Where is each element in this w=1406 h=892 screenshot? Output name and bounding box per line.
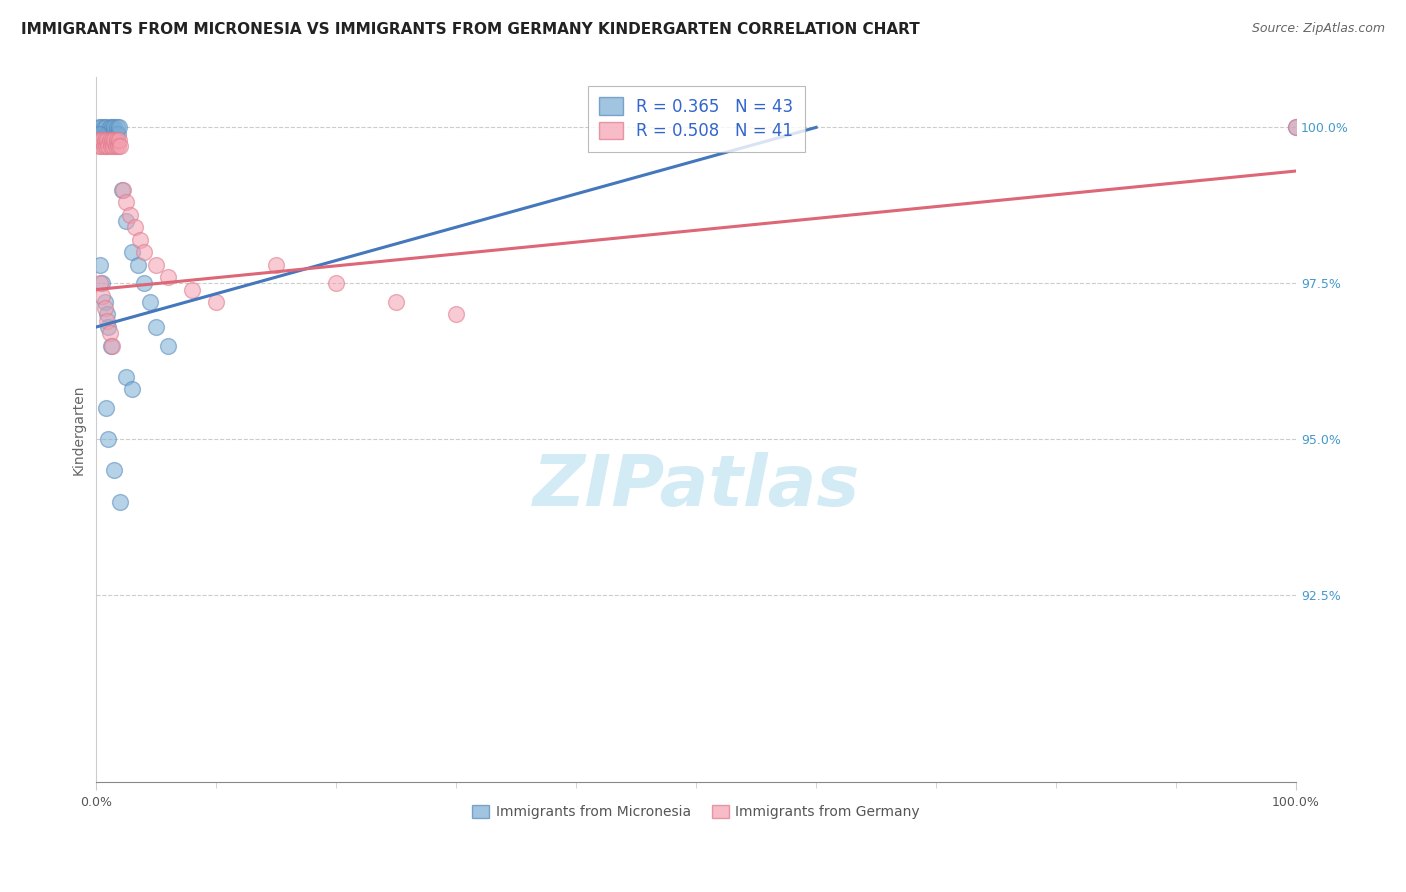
Point xyxy=(96,314,118,328)
Point xyxy=(157,339,180,353)
Legend: Immigrants from Micronesia, Immigrants from Germany: Immigrants from Micronesia, Immigrants f… xyxy=(467,799,925,825)
Point xyxy=(110,494,132,508)
Point xyxy=(89,258,111,272)
Point xyxy=(124,220,146,235)
Point xyxy=(128,233,150,247)
Point xyxy=(94,301,117,316)
Point xyxy=(157,270,180,285)
Point xyxy=(100,139,122,153)
Point xyxy=(89,277,111,291)
Point xyxy=(1285,120,1308,135)
Point xyxy=(145,320,167,334)
Point xyxy=(139,295,162,310)
Point xyxy=(87,127,110,141)
Point xyxy=(118,208,141,222)
Point xyxy=(107,139,129,153)
Point xyxy=(104,127,127,141)
Point xyxy=(94,401,117,415)
Point xyxy=(94,127,117,141)
Point xyxy=(91,277,114,291)
Point xyxy=(97,127,120,141)
Point xyxy=(145,258,167,272)
Point xyxy=(111,183,134,197)
Point xyxy=(97,139,120,153)
Point xyxy=(96,127,118,141)
Point xyxy=(98,326,121,341)
Point xyxy=(105,133,128,147)
Point xyxy=(266,258,288,272)
Point xyxy=(98,133,121,147)
Text: ZIPatlas: ZIPatlas xyxy=(533,451,860,521)
Text: Source: ZipAtlas.com: Source: ZipAtlas.com xyxy=(1251,22,1385,36)
Point xyxy=(93,120,115,135)
Point xyxy=(110,183,132,197)
Point xyxy=(121,382,143,396)
Point xyxy=(103,120,125,135)
Point xyxy=(127,258,149,272)
Point xyxy=(89,127,111,141)
Point xyxy=(87,120,110,135)
Point xyxy=(96,133,118,147)
Point xyxy=(325,277,347,291)
Point xyxy=(87,139,110,153)
Y-axis label: Kindergarten: Kindergarten xyxy=(72,384,86,475)
Point xyxy=(103,463,125,477)
Point xyxy=(181,283,204,297)
Point xyxy=(98,120,121,135)
Point xyxy=(94,295,117,310)
Point xyxy=(91,289,114,303)
Point xyxy=(205,295,228,310)
Text: IMMIGRANTS FROM MICRONESIA VS IMMIGRANTS FROM GERMANY KINDERGARTEN CORRELATION C: IMMIGRANTS FROM MICRONESIA VS IMMIGRANTS… xyxy=(21,22,920,37)
Point xyxy=(94,133,117,147)
Point xyxy=(101,120,124,135)
Point xyxy=(101,133,124,147)
Point xyxy=(115,195,138,210)
Point xyxy=(94,139,117,153)
Point xyxy=(104,139,127,153)
Point xyxy=(90,139,112,153)
Point xyxy=(93,139,115,153)
Point xyxy=(103,133,125,147)
Point xyxy=(115,369,138,384)
Point xyxy=(110,139,132,153)
Point xyxy=(105,120,128,135)
Point xyxy=(97,320,120,334)
Point xyxy=(101,139,124,153)
Point xyxy=(385,295,408,310)
Point xyxy=(94,120,117,135)
Point xyxy=(115,214,138,228)
Point xyxy=(446,308,468,322)
Point xyxy=(91,133,114,147)
Point xyxy=(89,133,111,147)
Point xyxy=(90,120,112,135)
Point xyxy=(134,245,156,260)
Point xyxy=(108,133,131,147)
Point xyxy=(121,245,143,260)
Point xyxy=(96,308,118,322)
Point xyxy=(107,127,129,141)
Point xyxy=(100,127,122,141)
Point xyxy=(86,133,108,147)
Point xyxy=(101,339,124,353)
Point xyxy=(101,127,124,141)
Point xyxy=(1285,120,1308,135)
Point xyxy=(97,432,120,446)
Point xyxy=(91,127,114,141)
Point xyxy=(108,120,131,135)
Point xyxy=(134,277,156,291)
Point xyxy=(100,339,122,353)
